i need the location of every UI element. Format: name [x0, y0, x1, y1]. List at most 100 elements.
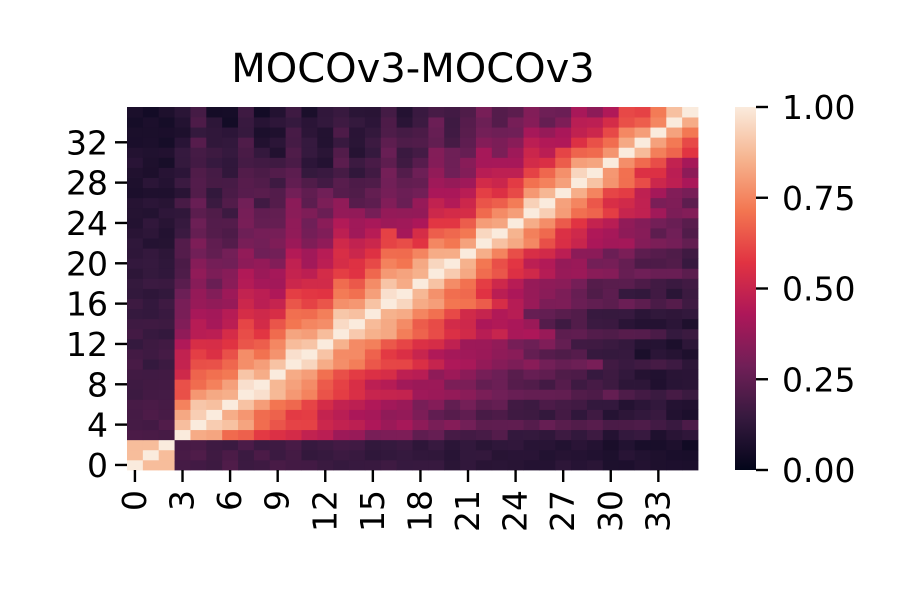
heatmap-cell — [571, 328, 588, 340]
heatmap-cell — [222, 449, 239, 461]
heatmap-cell — [571, 147, 588, 158]
heatmap-cell — [206, 147, 223, 158]
heatmap-cell — [158, 228, 175, 239]
heatmap-cell — [444, 248, 461, 259]
heatmap-cell — [475, 439, 493, 451]
heatmap-cell — [380, 298, 398, 310]
heatmap-cell — [364, 117, 382, 128]
heatmap-cell — [349, 349, 366, 360]
heatmap-cell — [586, 187, 604, 199]
heatmap-cell — [428, 258, 445, 269]
heatmap-cell — [460, 278, 477, 289]
heatmap-cell — [555, 278, 572, 289]
heatmap-cell — [475, 207, 493, 219]
heatmap-cell — [460, 288, 477, 299]
heatmap-cell — [618, 147, 635, 158]
heatmap-cell — [523, 429, 540, 441]
heatmap-cell — [539, 217, 556, 229]
heatmap-cell — [491, 409, 509, 420]
heatmap-cell — [127, 338, 144, 350]
heatmap-cell — [253, 157, 271, 168]
heatmap-cell — [491, 238, 509, 249]
heatmap-cell — [618, 318, 635, 330]
heatmap-cell — [428, 127, 445, 138]
heatmap-cell — [571, 197, 588, 209]
heatmap-cell — [269, 177, 287, 189]
heatmap-cell — [380, 238, 398, 249]
heatmap-cell — [174, 177, 191, 189]
heatmap-cell — [364, 449, 382, 461]
heatmap-cell — [602, 197, 620, 209]
heatmap-cell — [460, 359, 477, 370]
heatmap-cell — [460, 308, 477, 320]
heatmap-cell — [618, 217, 635, 229]
heatmap-cell — [491, 268, 509, 279]
heatmap-cell — [539, 228, 556, 239]
heatmap-cell — [253, 177, 271, 189]
chart-title: MOCOv3-MOCOv3 — [231, 46, 595, 92]
heatmap-cell — [269, 328, 287, 340]
heatmap-cell — [618, 349, 635, 360]
heatmap-cell — [364, 258, 382, 269]
heatmap-cell — [618, 328, 635, 340]
heatmap-cell — [666, 258, 683, 269]
heatmap-cell — [650, 147, 667, 158]
heatmap-cell — [317, 318, 334, 330]
heatmap-cell — [460, 419, 477, 431]
heatmap-cell — [491, 157, 509, 168]
heatmap-cell — [507, 439, 524, 451]
heatmap-cell — [682, 207, 699, 219]
heatmap-cell — [460, 248, 477, 259]
heatmap-cell — [491, 338, 509, 350]
heatmap-cell — [602, 268, 620, 279]
heatmap-cell — [158, 399, 175, 410]
heatmap-cell — [460, 338, 477, 350]
heatmap-cell — [428, 207, 445, 219]
heatmap-cell — [571, 177, 588, 189]
heatmap-cell — [682, 409, 699, 420]
heatmap-cell — [507, 429, 524, 441]
heatmap-cell — [349, 107, 366, 118]
heatmap-cell — [174, 117, 191, 128]
heatmap-cell — [507, 369, 524, 380]
heatmap-cell — [349, 177, 366, 189]
heatmap-cell — [222, 147, 239, 158]
heatmap-cell — [618, 207, 635, 219]
heatmap-cell — [571, 369, 588, 380]
heatmap-cell — [444, 369, 461, 380]
heatmap-cell — [571, 258, 588, 269]
heatmap-cell — [602, 137, 620, 148]
heatmap-cell — [682, 117, 699, 128]
heatmap-cell — [142, 187, 160, 199]
heatmap-cell — [412, 338, 429, 350]
x-tick-label: 3 — [163, 490, 202, 511]
heatmap-cell — [269, 409, 287, 420]
heatmap-cell — [206, 177, 223, 189]
heatmap-cell — [634, 379, 651, 390]
heatmap-cell — [428, 359, 445, 370]
heatmap-cell — [396, 349, 413, 360]
heatmap-cell — [412, 258, 429, 269]
colorbar: 0.00 0.25 0.50 0.75 1.00 — [735, 88, 855, 490]
heatmap-cell — [555, 197, 572, 209]
heatmap-cell — [285, 107, 302, 118]
heatmap-cell — [174, 429, 191, 441]
heatmap-cell — [253, 187, 271, 199]
heatmap-cell — [222, 258, 239, 269]
heatmap-cell — [380, 248, 398, 259]
heatmap-cell — [222, 379, 239, 390]
heatmap-cell — [460, 157, 477, 168]
heatmap-cell — [571, 308, 588, 320]
heatmap-cell — [523, 217, 540, 229]
heatmap-cell — [269, 278, 287, 289]
heatmap-cell — [666, 349, 683, 360]
heatmap-cell — [317, 157, 334, 168]
heatmap-cell — [602, 449, 620, 461]
heatmap-cell — [412, 157, 429, 168]
heatmap-cell — [507, 409, 524, 420]
heatmap-cell — [444, 127, 461, 138]
heatmap-cell — [618, 369, 635, 380]
heatmap-cell — [253, 147, 271, 158]
heatmap-cell — [428, 228, 445, 239]
